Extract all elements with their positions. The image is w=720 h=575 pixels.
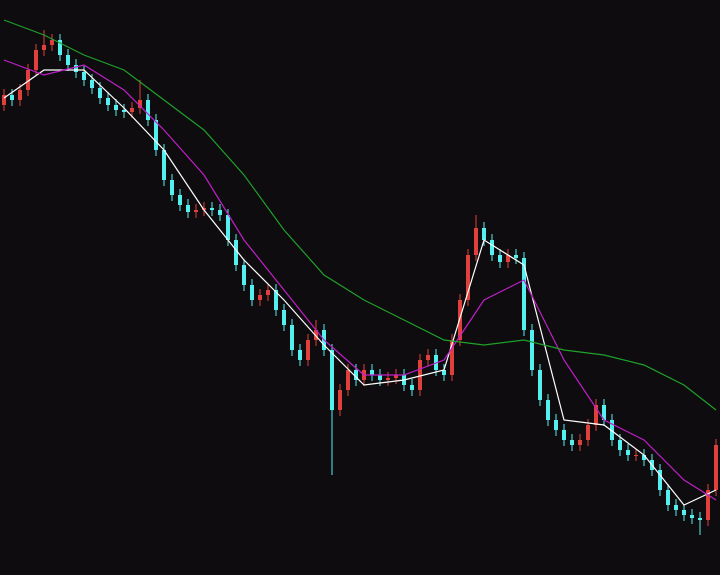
candle-body (218, 210, 222, 215)
candle-body (626, 450, 630, 455)
candle-body (666, 490, 670, 505)
candle-body (242, 265, 246, 285)
candle-body (426, 355, 430, 360)
candle-body (298, 350, 302, 360)
candle-body (26, 70, 30, 90)
candle-body (450, 340, 454, 375)
candle-body (690, 515, 694, 518)
candle-body (586, 425, 590, 440)
candle-body (602, 405, 606, 420)
candle-body (698, 518, 702, 520)
candle-body (634, 455, 638, 456)
candle-body (410, 385, 414, 390)
candle-body (250, 285, 254, 300)
candle-body (594, 405, 598, 425)
candle-body (98, 88, 102, 98)
candle-body (610, 420, 614, 440)
candle-body (2, 95, 6, 105)
candle-body (226, 215, 230, 240)
candle-body (386, 378, 390, 380)
candle-body (186, 205, 190, 212)
candle-body (546, 400, 550, 420)
candle-body (498, 255, 502, 262)
candle-body (474, 228, 478, 255)
candle-body (706, 490, 710, 520)
candle-body (258, 295, 262, 300)
candle-body (74, 65, 78, 72)
candle-body (682, 510, 686, 515)
candle-body (178, 195, 182, 205)
candle-body (106, 98, 110, 105)
candle-body (34, 50, 38, 70)
candle-body (418, 360, 422, 390)
moving-average-line (3, 19, 717, 411)
candle-body (514, 255, 518, 258)
candle-body (658, 470, 662, 490)
candle-body (562, 430, 566, 440)
candle-body (554, 420, 558, 430)
candle-body (274, 290, 278, 310)
candle-body (10, 95, 14, 100)
candle-body (170, 180, 174, 195)
candle-body (234, 240, 238, 265)
candle-body (266, 290, 270, 295)
candle-body (674, 505, 678, 510)
moving-average-line (3, 69, 717, 506)
candle-body (714, 445, 718, 490)
candle-body (570, 440, 574, 445)
candle-body (282, 310, 286, 325)
candle-body (618, 440, 622, 450)
candle-body (578, 440, 582, 445)
candle-body (530, 330, 534, 370)
candle-body (330, 350, 334, 410)
candle-body (490, 240, 494, 255)
candle-body (314, 330, 318, 340)
candle-body (162, 150, 166, 180)
candle-body (18, 90, 22, 100)
candle-body (370, 370, 374, 375)
candle-body (66, 55, 70, 65)
candle-body (290, 325, 294, 350)
candle-body (538, 370, 542, 400)
moving-average-line (3, 59, 717, 501)
candle-body (442, 370, 446, 375)
candle-body (146, 100, 150, 120)
candle-body (82, 72, 86, 80)
candle-body (338, 390, 342, 410)
candle-body (210, 208, 214, 210)
candle-body (50, 40, 54, 45)
candle-body (42, 45, 46, 50)
candle-body (194, 210, 198, 212)
candle-body (522, 258, 526, 330)
candle-body (130, 108, 134, 112)
candle-body (378, 375, 382, 380)
candle-body (90, 80, 94, 88)
candle-body (642, 455, 646, 460)
candle-body (58, 40, 62, 55)
candle-body (154, 120, 158, 150)
candle-body (354, 370, 358, 380)
candle-body (506, 255, 510, 262)
candle-body (466, 255, 470, 300)
candle-body (114, 105, 118, 110)
candle-body (138, 100, 142, 108)
candle-body (306, 340, 310, 360)
candle-body (482, 228, 486, 240)
candle-body (122, 110, 126, 112)
candle-body (346, 370, 350, 390)
candle-body (394, 375, 398, 378)
